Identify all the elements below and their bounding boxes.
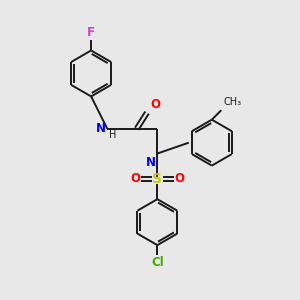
Text: Cl: Cl bbox=[151, 256, 164, 269]
Text: O: O bbox=[130, 172, 141, 185]
Text: S: S bbox=[152, 172, 162, 186]
Text: O: O bbox=[174, 172, 184, 185]
Text: O: O bbox=[150, 98, 160, 111]
Text: CH₃: CH₃ bbox=[223, 97, 241, 107]
Text: F: F bbox=[87, 26, 95, 39]
Text: H: H bbox=[110, 130, 117, 140]
Text: N: N bbox=[146, 156, 156, 169]
Text: N: N bbox=[96, 122, 106, 135]
